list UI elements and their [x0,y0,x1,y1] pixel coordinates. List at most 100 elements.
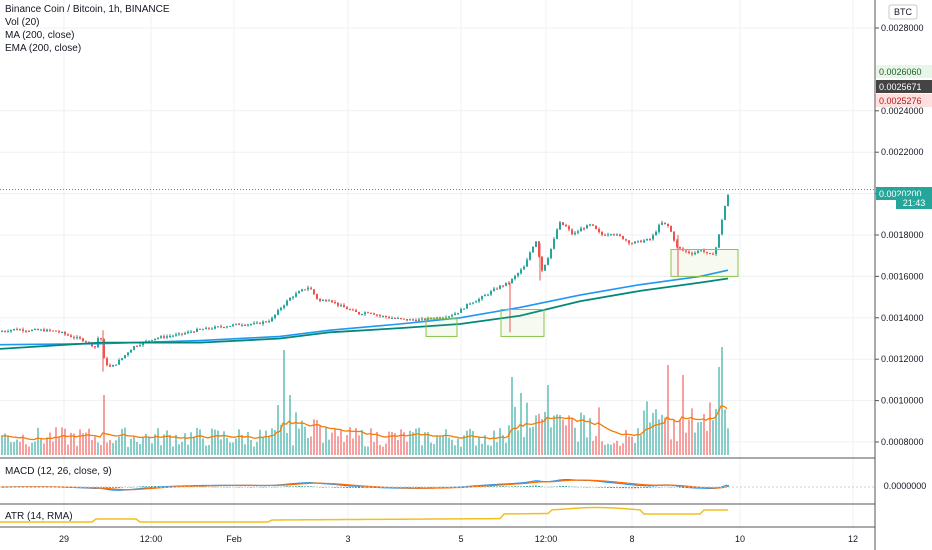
currency-button-label: BTC [894,7,913,17]
volume-bar [382,446,384,455]
volume-bar [529,427,531,455]
candle-body [394,318,396,320]
volume-bar [208,444,210,455]
time-tick-label: 29 [59,534,69,544]
volume-bar [415,428,417,455]
volume-bar [694,432,696,455]
volume-bars [1,347,729,455]
volume-bar [460,446,462,455]
volume-bar [142,437,144,455]
volume-bar [583,415,585,455]
volume-bar [349,427,351,455]
volume-bar [448,437,450,455]
legend-ema[interactable]: EMA (200, close) [5,43,82,54]
candle-body [625,239,627,241]
volume-bar [202,438,204,455]
macd-hist-bar [502,486,504,487]
candle-body [289,297,291,301]
candle-body [685,250,687,252]
macd-hist-bar [286,486,288,487]
candle-body [64,331,66,335]
candle-body [568,226,570,230]
candle-body [448,316,450,318]
candle-body [199,328,201,330]
candle-body [385,315,387,318]
candle-body [538,241,540,257]
candle-body [598,229,600,233]
volume-bar [670,439,672,455]
macd-hist-bar [142,486,144,487]
macd-hist-bar [115,487,117,489]
volume-bar [253,446,255,455]
volume-bar [73,433,75,455]
candle-body [463,308,465,310]
macd-hist-bar [535,485,537,487]
time-axis[interactable]: 29 12:00 Feb 3 5 12:00 8 10 12 [59,534,858,544]
candle-body [283,305,285,308]
countdown-label: 21:43 [903,198,926,208]
volume-bar [481,443,483,455]
volume-bar [88,428,90,455]
volume-bar [619,445,621,455]
candle-body [295,293,297,297]
volume-bar [46,437,48,455]
candle-body [460,309,462,313]
atr-pane-label[interactable]: ATR (14, RMA) [5,511,73,522]
volume-bar [544,411,546,455]
legend-ma[interactable]: MA (200, close) [5,30,75,41]
volume-bar [343,441,345,455]
candle-body [586,225,588,229]
candle-body [727,195,729,207]
volume-bar [589,418,591,455]
candle-body [454,313,456,316]
volume-bar [598,407,600,455]
macd-hist-bar [622,487,624,489]
macd-pane-label[interactable]: MACD (12, 26, close, 9) [5,466,112,477]
volume-bar [226,437,228,455]
macd-hist-bar [238,486,240,488]
volume-bar [37,427,39,455]
volume-bar [10,442,12,455]
volume-bar [565,425,567,455]
candle-body [511,278,513,284]
volume-bar [250,440,252,455]
macd-hist-bar [682,487,684,488]
candle-body [16,328,18,330]
volume-bar [442,436,444,455]
volume-bar [67,444,69,455]
volume-bar [706,430,708,455]
volume-bar [559,415,561,455]
candle-body [373,313,375,315]
candle-body [247,324,249,326]
candle-body [691,253,693,255]
candle-body [658,224,660,232]
volume-bar [424,432,426,455]
volume-bar [664,417,666,455]
volume-bar [79,429,81,455]
candle-body [604,234,606,236]
volume-bar [472,430,474,455]
volume-bar [409,430,411,455]
candle-body [592,224,594,226]
volume-bar [607,443,609,455]
candle-body [133,346,135,350]
volume-bar [316,419,318,455]
candle-body [520,269,522,274]
candle-body [475,301,477,303]
candle-body [631,243,633,245]
candle-body [574,232,576,235]
candle-body [244,324,246,326]
candle-body [103,339,105,359]
volume-bar [562,419,564,455]
legend-vol[interactable]: Vol (20) [5,17,40,28]
candle-body [607,234,609,236]
currency-button[interactable]: BTC [888,4,918,20]
candle-body [421,318,423,320]
volume-bar [145,433,147,455]
candle-body [124,355,126,359]
volume-bar [325,427,327,455]
candle-body [481,296,483,300]
volume-bar [76,445,78,455]
volume-bar [373,442,375,455]
